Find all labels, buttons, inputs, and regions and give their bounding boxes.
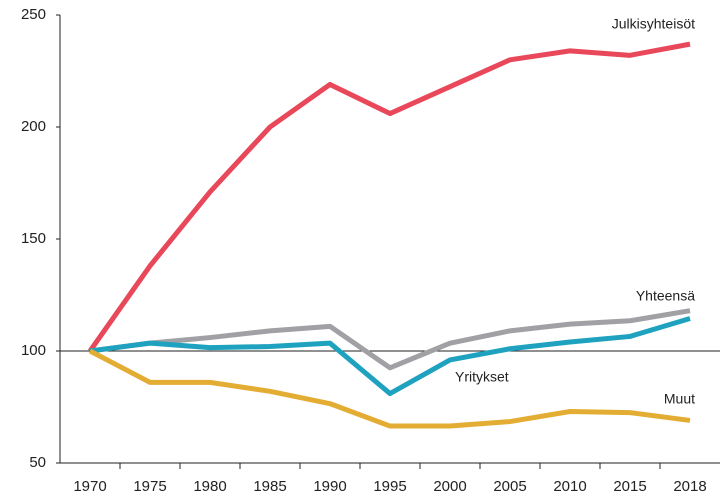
- x-tick-label: 1995: [373, 478, 406, 495]
- series-label: Yhteensä: [636, 288, 695, 304]
- x-tick-label: 1975: [133, 478, 166, 495]
- x-tick-label: 1990: [313, 478, 346, 495]
- series-line: [89, 308, 691, 371]
- x-tick-label: 2015: [613, 478, 646, 495]
- x-tick-label: 1980: [193, 478, 226, 495]
- y-tick-label: 150: [21, 230, 46, 247]
- series-line: [88, 348, 691, 429]
- y-tick-label: 50: [29, 454, 46, 471]
- series-label: Muut: [664, 391, 695, 407]
- y-tick-label: 200: [21, 118, 46, 135]
- x-tick-label: 2010: [553, 478, 586, 495]
- y-tick-label: 100: [21, 342, 46, 359]
- y-tick-label: 250: [21, 6, 46, 23]
- x-tick-label: 2005: [493, 478, 526, 495]
- x-tick-label: 1970: [73, 478, 106, 495]
- x-tick-label: 2018: [673, 478, 706, 495]
- series-label: Yritykset: [455, 369, 509, 385]
- series-label: Julkisyhteisöt: [612, 16, 695, 32]
- series-line: [89, 316, 691, 397]
- x-tick-label: 1985: [253, 478, 286, 495]
- x-tick-label: 2000: [433, 478, 466, 495]
- series-line: [87, 41, 691, 353]
